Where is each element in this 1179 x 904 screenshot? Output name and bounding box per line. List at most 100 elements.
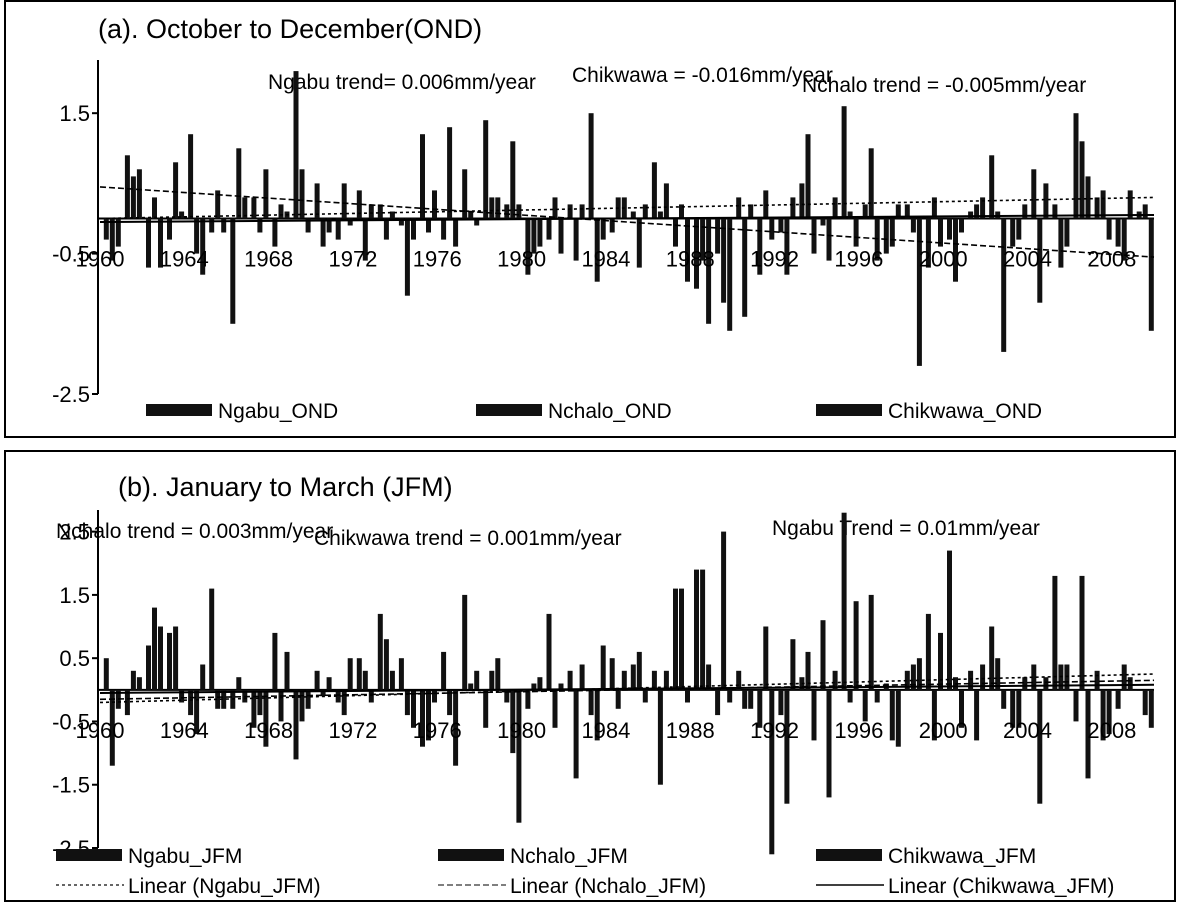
y-tick-label: -0.5 bbox=[52, 709, 90, 734]
chart-panel-ond: (a). October to December(OND) Ngabu tren… bbox=[4, 0, 1176, 438]
bar-chikwawa-ond bbox=[874, 218, 880, 261]
bar-nchalo-ond bbox=[299, 169, 305, 219]
bar-ngabu-jfm bbox=[167, 632, 172, 690]
bar-nchalo-ond bbox=[1058, 218, 1064, 268]
legend-swatch-bar bbox=[816, 849, 882, 861]
bar-chikwawa-jfm bbox=[158, 626, 163, 690]
bar-chikwawa-jfm bbox=[685, 689, 690, 703]
y-tick-label: 2.5 bbox=[59, 520, 90, 545]
bar-chikwawa-jfm bbox=[136, 677, 142, 690]
bar-chikwawa-jfm bbox=[853, 601, 859, 690]
bar-ngabu-jfm bbox=[757, 689, 763, 728]
bar-chikwawa-jfm bbox=[959, 689, 964, 728]
bar-ngabu-jfm bbox=[609, 658, 615, 690]
bar-ngabu-jfm bbox=[188, 689, 194, 716]
bar-chikwawa-ond bbox=[895, 204, 901, 219]
bar-chikwawa-jfm bbox=[368, 689, 374, 703]
bar-ngabu-jfm bbox=[715, 689, 721, 716]
bar-chikwawa-ond bbox=[474, 218, 480, 226]
bar-nchalo-jfm bbox=[679, 588, 684, 690]
bars bbox=[103, 71, 1154, 366]
bar-ngabu-ond bbox=[504, 204, 510, 219]
bar-nchalo-jfm bbox=[594, 689, 600, 741]
x-tick-label: 2008 bbox=[1087, 246, 1136, 271]
bar-nchalo-jfm bbox=[194, 689, 200, 735]
bar-nchalo-ond bbox=[152, 197, 157, 219]
bar-chikwawa-ond bbox=[368, 204, 374, 219]
bar-chikwawa-ond bbox=[832, 197, 838, 219]
bar-nchalo-jfm bbox=[784, 689, 790, 804]
bar-nchalo-ond bbox=[426, 218, 431, 233]
bar-chikwawa-jfm bbox=[495, 658, 501, 690]
bar-ngabu-jfm bbox=[146, 645, 151, 690]
bar-ngabu-jfm bbox=[525, 689, 531, 709]
bar-nchalo-jfm bbox=[1100, 689, 1106, 741]
y-tick-label: -1.5 bbox=[52, 773, 90, 798]
bar-chikwawa-jfm bbox=[769, 689, 775, 855]
x-tick-label: 2004 bbox=[1003, 718, 1052, 743]
bar-nchalo-jfm bbox=[215, 689, 221, 709]
bar-nchalo-ond bbox=[636, 218, 642, 268]
bar-chikwawa-ond bbox=[1106, 218, 1112, 240]
x-tick-label: 1984 bbox=[581, 246, 630, 271]
bar-ngabu-ond bbox=[630, 211, 636, 219]
bar-ngabu-jfm bbox=[588, 689, 594, 716]
x-tick-label: 1968 bbox=[244, 718, 293, 743]
bar-chikwawa-ond bbox=[347, 218, 353, 226]
bar-chikwawa-jfm bbox=[916, 658, 922, 690]
bar-chikwawa-ond bbox=[495, 197, 501, 219]
legend: Ngabu_OND Nchalo_OND Chikwawa_OND bbox=[146, 400, 1042, 423]
bar-chikwawa-ond bbox=[432, 190, 437, 219]
bar-ngabu-jfm bbox=[925, 613, 931, 690]
bar-chikwawa-ond bbox=[115, 218, 121, 247]
bar-chikwawa-jfm bbox=[748, 689, 754, 709]
bar-ngabu-ond bbox=[609, 218, 615, 233]
bar-ngabu-ond bbox=[462, 169, 468, 219]
bar-ngabu-ond bbox=[1031, 169, 1037, 219]
bar-chikwawa-ond bbox=[769, 218, 775, 240]
bar-ngabu-jfm bbox=[1115, 689, 1121, 709]
bar-ngabu-ond bbox=[841, 106, 847, 219]
bar-nchalo-jfm bbox=[426, 689, 431, 741]
bar-nchalo-jfm bbox=[510, 689, 516, 754]
bar-ngabu-ond bbox=[799, 183, 805, 219]
bar-ngabu-ond bbox=[820, 218, 826, 226]
bar-chikwawa-ond bbox=[1022, 204, 1028, 219]
bar-ngabu-jfm bbox=[314, 670, 320, 690]
bar-ngabu-ond bbox=[1010, 218, 1016, 247]
y-tick-label: -2.5 bbox=[52, 382, 90, 407]
bar-chikwawa-jfm bbox=[663, 670, 669, 690]
bar-nchalo-jfm bbox=[826, 689, 832, 798]
bar-nchalo-ond bbox=[657, 211, 663, 219]
legend-label: Linear (Nchalo_JFM) bbox=[510, 875, 706, 898]
bar-nchalo-ond bbox=[700, 218, 706, 261]
legend: Ngabu_JFM Nchalo_JFM Chikwawa_JFM Linear (N… bbox=[56, 845, 1114, 898]
bar-chikwawa-jfm bbox=[453, 689, 459, 766]
x-tick-label: 1972 bbox=[328, 718, 377, 743]
bar-ngabu-ond bbox=[398, 218, 404, 226]
legend-swatch-bar bbox=[476, 404, 542, 416]
bar-chikwawa-ond bbox=[959, 218, 964, 233]
bar-nchalo-ond bbox=[194, 218, 200, 254]
bar-nchalo-ond bbox=[1100, 190, 1106, 219]
bar-chikwawa-jfm bbox=[1001, 689, 1007, 709]
bar-nchalo-ond bbox=[1079, 141, 1085, 219]
bar-chikwawa-jfm bbox=[1148, 689, 1154, 728]
bar-chikwawa-ond bbox=[579, 204, 585, 219]
bar-ngabu-ond bbox=[715, 218, 721, 254]
bar-ngabu-ond bbox=[567, 204, 573, 219]
bar-ngabu-ond bbox=[167, 218, 172, 240]
bar-nchalo-ond bbox=[236, 148, 242, 219]
bar-nchalo-ond bbox=[826, 218, 832, 261]
bar-chikwawa-jfm bbox=[811, 689, 817, 741]
bar-nchalo-jfm bbox=[974, 689, 980, 741]
bar-nchalo-ond bbox=[1016, 218, 1022, 240]
bar-ngabu-ond bbox=[335, 218, 341, 240]
bar-chikwawa-jfm bbox=[980, 664, 986, 690]
bar-nchalo-jfm bbox=[257, 689, 263, 716]
bar-nchalo-jfm bbox=[468, 683, 474, 690]
bar-ngabu-jfm bbox=[251, 689, 257, 728]
bar-ngabu-ond bbox=[651, 162, 657, 219]
bar-chikwawa-ond bbox=[938, 218, 943, 247]
bar-chikwawa-ond bbox=[790, 197, 796, 219]
